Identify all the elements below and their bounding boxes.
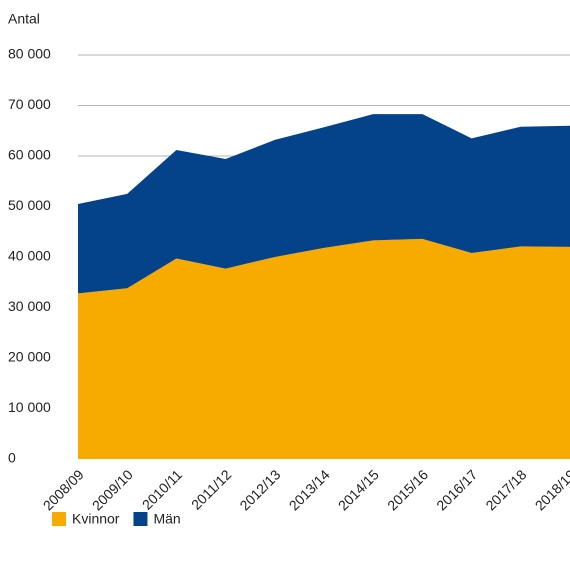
y-tick-label: 10 000: [8, 399, 51, 415]
y-tick-label: 70 000: [8, 96, 51, 112]
legend-swatch: [133, 512, 148, 526]
x-tick-label: 2013/14: [286, 466, 333, 513]
area: [78, 238, 570, 459]
legend-swatch: [52, 512, 66, 526]
y-tick-label: 80 000: [8, 46, 51, 62]
y-axis-label: Antal: [8, 11, 40, 27]
y-tick-label: 60 000: [8, 147, 51, 163]
x-tick-label: 2015/16: [384, 466, 431, 513]
y-tick-label: 30 000: [8, 298, 51, 314]
y-tick-label: 20 000: [8, 349, 51, 365]
area: [78, 114, 570, 294]
x-tick-label: 2014/15: [335, 466, 382, 513]
x-tick-label: 2016/17: [433, 466, 480, 513]
y-tick-label: 0: [8, 450, 16, 466]
x-tick-label: 2012/13: [236, 466, 283, 513]
legend-label: Män: [153, 511, 180, 527]
x-tick-label: 2009/10: [89, 466, 136, 513]
x-tick-label: 2017/18: [482, 466, 529, 513]
x-tick-label: 2018/19: [532, 466, 570, 513]
x-tick-label: 2010/11: [139, 466, 186, 513]
x-tick-label: 2011/12: [188, 466, 235, 513]
y-tick-label: 50 000: [8, 197, 51, 213]
legend-label: Kvinnor: [72, 511, 120, 527]
x-tick-label: 2008/09: [40, 466, 87, 513]
y-tick-label: 40 000: [8, 248, 51, 264]
